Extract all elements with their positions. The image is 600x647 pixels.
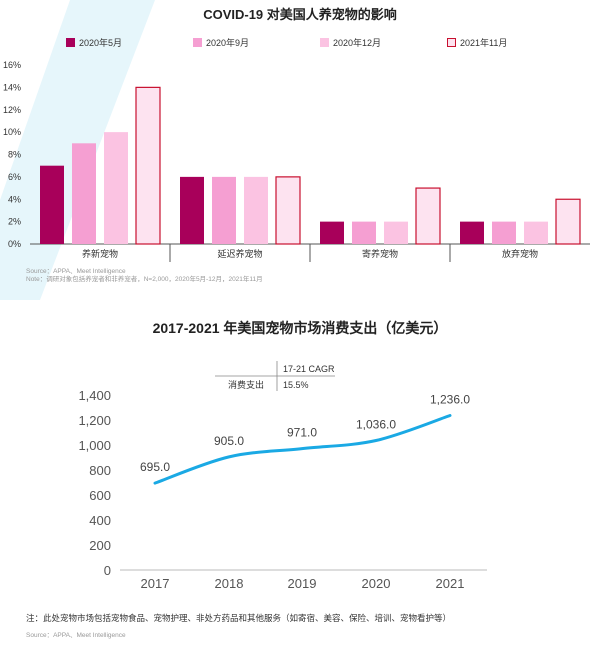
legend-item: 2020年9月 <box>193 36 320 49</box>
y-tick-label: 800 <box>89 463 111 478</box>
x-tick-label: 2018 <box>215 576 244 591</box>
cagr-table-value: 15.5% <box>283 380 309 390</box>
bar <box>135 86 161 245</box>
bar-chart-source-line: Source：APPA、Meet Intelligence <box>26 268 126 275</box>
category-label: 放弃宠物 <box>502 248 538 259</box>
legend-item: 2021年11月 <box>447 36 574 49</box>
line-chart: 0 200 400 600 800 1,000 1,200 1,400 2017 2018 2019… <box>78 361 487 591</box>
series-line <box>153 414 452 485</box>
legend-swatch <box>447 38 456 47</box>
y-tick-label: 600 <box>89 488 111 503</box>
data-label: 1,236.0 <box>430 393 470 407</box>
line-chart-source: Source：APPA、Meet Intelligence <box>26 632 126 639</box>
legend-swatch <box>320 38 329 47</box>
data-label: 905.0 <box>214 434 244 448</box>
bar-chart-source: Source：APPA、Meet Intelligence Note：调研对象包… <box>26 268 263 284</box>
cagr-table-header: 17-21 CAGR <box>283 364 335 374</box>
category-label: 养新宠物 <box>82 248 118 259</box>
bar <box>320 221 344 244</box>
x-tick-label: 2020 <box>362 576 391 591</box>
legend-label: 2021年11月 <box>460 38 508 48</box>
y-tick-label: 12% <box>3 105 21 115</box>
bar <box>72 143 96 244</box>
bar <box>104 132 128 244</box>
y-tick-label: 16% <box>3 60 21 70</box>
category-label: 寄养宠物 <box>362 248 398 259</box>
x-tick-label: 2019 <box>288 576 317 591</box>
legend-label: 2020年12月 <box>333 38 382 48</box>
bar <box>212 176 236 244</box>
y-tick-label: 400 <box>89 513 111 528</box>
bar <box>40 165 64 244</box>
bar <box>555 198 581 245</box>
bar <box>275 176 301 245</box>
y-tick-label: 0% <box>8 239 21 249</box>
bar-chart-title: COVID-19 对美国人养宠物的影响 <box>203 7 397 22</box>
y-tick-label: 1,200 <box>78 413 111 428</box>
bar <box>492 221 516 244</box>
bar-chart-legend: 2020年5月 2020年9月 2020年12月 2021年11月 <box>66 36 574 49</box>
y-tick-label: 2% <box>8 217 21 227</box>
y-tick-label: 4% <box>8 194 21 204</box>
category-label: 延迟养宠物 <box>217 248 262 259</box>
y-tick-label: 1,400 <box>78 388 111 403</box>
y-tick-label: 8% <box>8 150 21 160</box>
bar-chart-note-line: Note：调研对象包括养宠者和非养宠者，N=2,000，2020年5月-12月，… <box>26 276 263 283</box>
y-tick-label: 6% <box>8 172 21 182</box>
y-tick-label: 200 <box>89 538 111 553</box>
line-chart-note: 注：此处宠物市场包括宠物食品、宠物护理、非处方药品和其他服务（如寄宿、美容、保险… <box>26 613 452 623</box>
x-tick-label: 2017 <box>141 576 170 591</box>
data-label: 1,036.0 <box>356 418 396 432</box>
bar-chart: 0% 2% 4% 6% 8% 10% 12% 14% 16% 养新宠物 延迟养宠物 寄养宠物 放弃宠物 <box>3 60 590 262</box>
bar <box>460 221 484 244</box>
y-tick-label: 0 <box>104 563 111 578</box>
legend-item: 2020年5月 <box>66 36 193 49</box>
legend-label: 2020年5月 <box>79 38 123 48</box>
y-tick-label: 1,000 <box>78 438 111 453</box>
legend-swatch <box>66 38 75 47</box>
legend-item: 2020年12月 <box>320 36 447 49</box>
bar <box>415 187 441 245</box>
bar <box>384 221 408 244</box>
legend-label: 2020年9月 <box>206 38 250 48</box>
line-chart-title: 2017-2021 年美国宠物市场消费支出（亿美元） <box>152 320 448 336</box>
y-tick-label: 14% <box>3 82 21 92</box>
cagr-table-label: 消费支出 <box>228 379 264 390</box>
bar <box>524 221 548 244</box>
legend-swatch <box>193 38 202 47</box>
bar <box>244 176 268 244</box>
data-label: 971.0 <box>287 426 317 440</box>
data-label: 695.0 <box>140 460 170 474</box>
bar <box>180 176 204 244</box>
y-tick-label: 10% <box>3 127 21 137</box>
x-tick-label: 2021 <box>436 576 465 591</box>
bar <box>352 221 376 244</box>
